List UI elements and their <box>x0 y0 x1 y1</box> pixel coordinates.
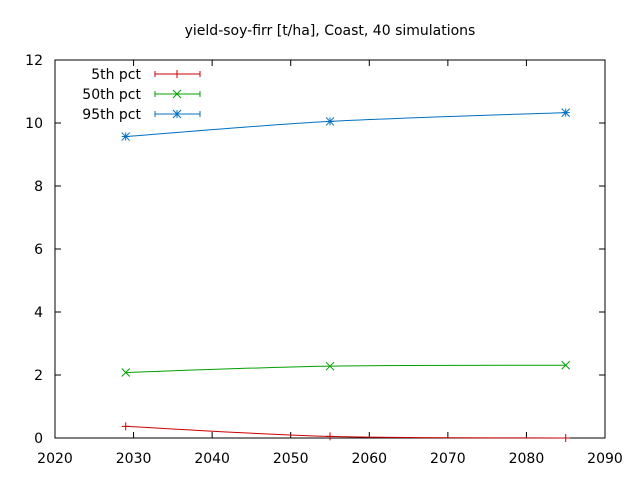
data-point <box>326 432 334 441</box>
legend-label: 50th pct <box>82 87 141 103</box>
series-line-3 <box>125 112 566 138</box>
data-point <box>121 422 130 431</box>
series-layer <box>121 108 571 442</box>
series-line-2 <box>125 364 566 373</box>
y-tick-label: 10 <box>25 116 43 132</box>
legend-label: 95th pct <box>82 107 141 123</box>
y-tick-label: 6 <box>34 242 43 258</box>
legend-marker <box>173 70 181 78</box>
legend-label: 5th pct <box>91 67 141 83</box>
data-point <box>325 117 335 126</box>
x-tick-label: 2050 <box>273 451 309 467</box>
y-tick-label: 4 <box>34 305 43 321</box>
x-tick-label: 2080 <box>509 451 545 467</box>
y-tick-label: 8 <box>34 179 43 195</box>
x-tick-label: 2090 <box>587 451 623 467</box>
data-point <box>561 360 571 370</box>
data-point <box>121 368 131 377</box>
legend-marker <box>172 109 182 119</box>
data-point <box>121 132 131 141</box>
y-tick-label: 0 <box>34 431 43 447</box>
y-tick-label: 2 <box>34 368 43 384</box>
chart-title: yield-soy-firr [t/ha], Coast, 40 simulat… <box>185 23 476 39</box>
x-tick-label: 2020 <box>37 451 73 467</box>
x-tick-label: 2070 <box>430 451 466 467</box>
data-point <box>561 434 570 442</box>
x-tick-label: 2040 <box>194 451 230 467</box>
data-point <box>325 361 335 371</box>
x-tick-label: 2060 <box>351 451 387 467</box>
x-tick-label: 2030 <box>116 451 152 467</box>
legend: 5th pct 50th pct 95th pct <box>82 67 201 123</box>
y-tick-label: 12 <box>25 53 43 69</box>
series-line-1 <box>125 425 566 439</box>
data-point <box>561 108 571 117</box>
axis-ticks: 2020 2030 2040 2050 2060 2070 2080 2090 0 2 4 6 8 10 1… <box>25 53 623 467</box>
legend-marker <box>172 89 182 99</box>
